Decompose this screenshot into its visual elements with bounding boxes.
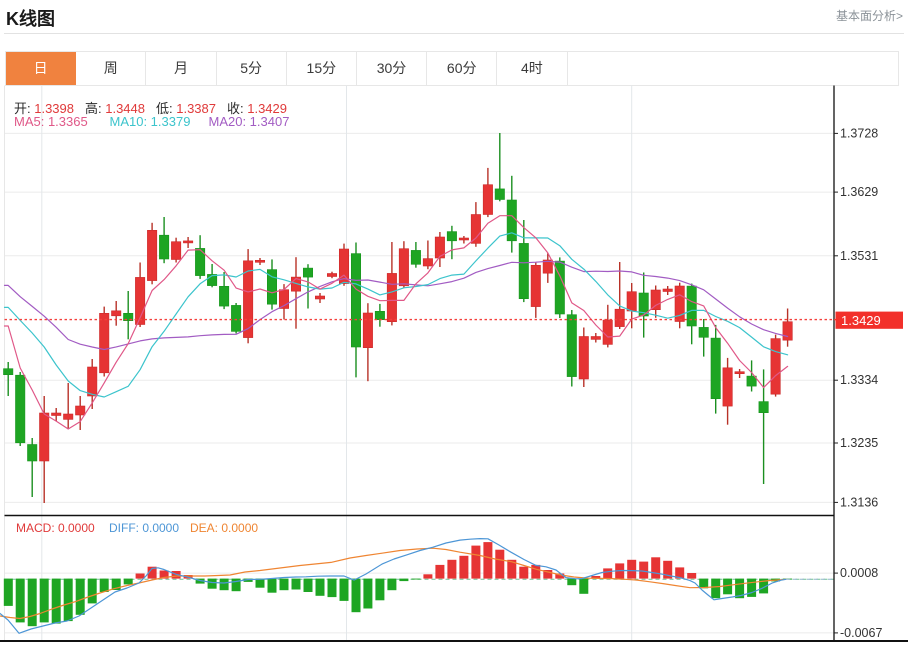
svg-text:1.3728: 1.3728 (840, 126, 878, 140)
svg-text:1.3334: 1.3334 (840, 373, 878, 387)
svg-text:-0.0067: -0.0067 (840, 626, 882, 640)
svg-text:0.0008: 0.0008 (840, 566, 878, 580)
svg-text:1.3429: 1.3429 (841, 313, 881, 328)
svg-text:1.3629: 1.3629 (840, 185, 878, 199)
svg-text:1.3136: 1.3136 (840, 495, 878, 509)
svg-text:1.3235: 1.3235 (840, 436, 878, 450)
svg-text:1.3531: 1.3531 (840, 249, 878, 263)
